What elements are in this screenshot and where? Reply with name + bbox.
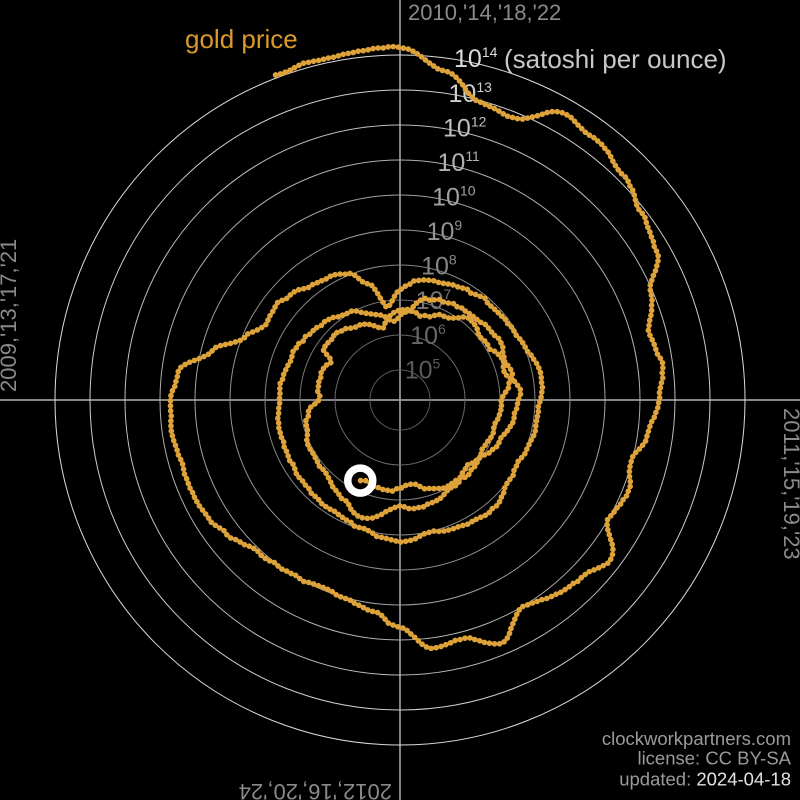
svg-text:2012,'16,'20,'24: 2012,'16,'20,'24 <box>239 779 392 800</box>
svg-text:1012: 1012 <box>443 113 487 142</box>
svg-text:109: 109 <box>427 217 463 246</box>
svg-text:clockworkpartners.com: clockworkpartners.com <box>602 728 791 749</box>
svg-text:gold price: gold price <box>185 24 298 54</box>
svg-text:(satoshi per ounce): (satoshi per ounce) <box>504 44 727 74</box>
svg-text:license: CC BY-SA: license: CC BY-SA <box>637 748 791 769</box>
svg-text:1011: 1011 <box>438 148 481 177</box>
svg-text:1014: 1014 <box>454 44 498 73</box>
svg-text:2010,'14,'18,'22: 2010,'14,'18,'22 <box>408 0 561 25</box>
svg-text:2009,'13,'17,'21: 2009,'13,'17,'21 <box>0 239 21 392</box>
svg-text:updated: 2024-04-18: updated: 2024-04-18 <box>619 769 791 790</box>
svg-text:108: 108 <box>421 252 457 281</box>
svg-text:106: 106 <box>410 321 446 350</box>
svg-text:105: 105 <box>405 355 441 384</box>
svg-text:2011,'15,'19,'23: 2011,'15,'19,'23 <box>779 408 800 560</box>
